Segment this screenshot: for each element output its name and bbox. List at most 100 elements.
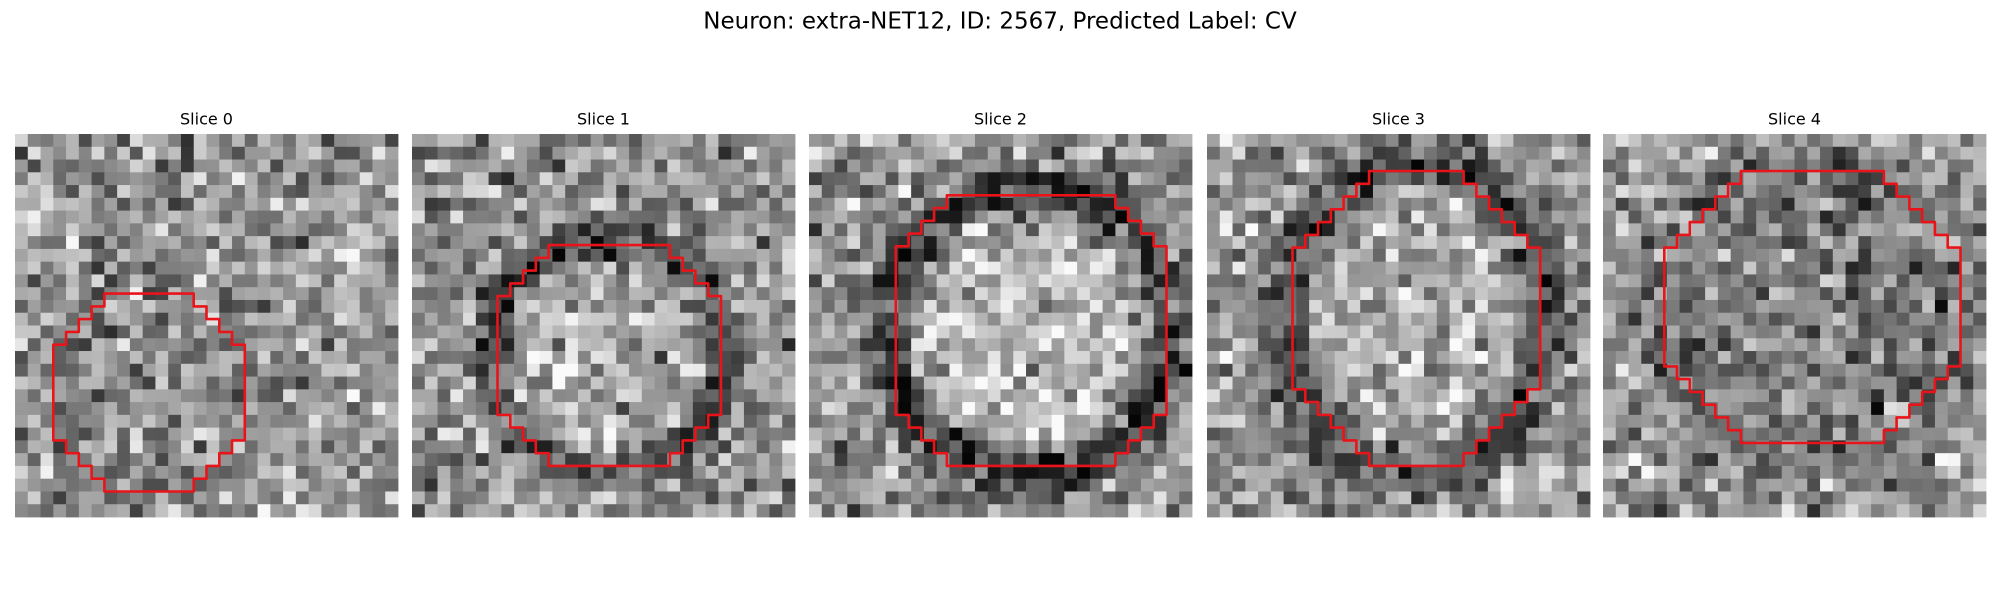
image-pixel xyxy=(129,389,144,403)
image-pixel xyxy=(962,453,976,467)
image-pixel xyxy=(1871,210,1885,224)
image-pixel xyxy=(692,351,707,365)
image-pixel xyxy=(1089,299,1104,314)
image-pixel xyxy=(129,197,144,211)
image-pixel xyxy=(1038,389,1052,403)
image-pixel xyxy=(180,185,195,199)
image-pixel xyxy=(1347,299,1361,314)
image-pixel xyxy=(1258,440,1272,454)
image-pixel xyxy=(769,197,783,211)
image-pixel xyxy=(1807,491,1821,505)
image-pixel xyxy=(1832,172,1846,186)
image-pixel xyxy=(270,274,284,288)
image-pixel xyxy=(1794,453,1808,467)
image-pixel xyxy=(1077,402,1091,416)
image-pixel xyxy=(1871,389,1885,403)
image-pixel xyxy=(104,312,118,326)
image-pixel xyxy=(654,261,668,275)
image-pixel xyxy=(117,236,131,250)
image-pixel xyxy=(1500,159,1514,173)
image-pixel xyxy=(1922,248,1936,263)
image-pixel xyxy=(1013,248,1027,263)
image-pixel xyxy=(1385,159,1399,173)
image-pixel xyxy=(1089,465,1104,480)
image-pixel xyxy=(1398,414,1412,429)
image-pixel xyxy=(936,440,950,454)
image-pixel xyxy=(1064,402,1078,416)
image-pixel xyxy=(680,146,694,160)
image-pixel xyxy=(1038,478,1052,492)
image-pixel xyxy=(834,185,848,199)
image-pixel xyxy=(1283,453,1297,467)
image-pixel xyxy=(1743,274,1757,288)
image-pixel xyxy=(1513,134,1527,148)
image-pixel xyxy=(1232,134,1246,148)
image-pixel xyxy=(1705,491,1719,505)
image-pixel xyxy=(155,427,169,441)
image-pixel xyxy=(155,351,169,365)
image-pixel xyxy=(1513,197,1527,211)
image-pixel xyxy=(987,146,1001,160)
image-pixel xyxy=(308,491,322,505)
image-pixel xyxy=(15,185,29,199)
image-pixel xyxy=(1871,172,1885,186)
image-pixel xyxy=(1424,504,1438,518)
image-pixel xyxy=(1128,312,1142,326)
image-pixel xyxy=(53,478,67,492)
image-pixel xyxy=(1538,223,1553,237)
image-pixel xyxy=(66,223,80,237)
image-pixel xyxy=(1115,478,1129,492)
image-pixel xyxy=(1500,325,1514,339)
image-pixel xyxy=(155,261,169,275)
contour xyxy=(1291,169,1542,468)
image-pixel xyxy=(1730,248,1744,263)
image-pixel xyxy=(590,261,604,275)
image-pixel xyxy=(1347,325,1361,339)
image-pixel xyxy=(206,185,220,199)
image-pixel xyxy=(501,478,515,492)
image-pixel xyxy=(667,274,681,288)
image-pixel xyxy=(1398,287,1412,301)
image-pixel xyxy=(1832,236,1846,250)
image-pixel xyxy=(1153,491,1167,505)
image-pixel xyxy=(1140,312,1155,326)
image-pixel xyxy=(1909,261,1923,275)
image-pixel xyxy=(1743,414,1757,429)
image-pixel xyxy=(847,312,861,326)
image-pixel xyxy=(577,287,592,301)
image-pixel xyxy=(463,146,477,160)
image-pixel xyxy=(1730,389,1744,403)
image-pixel xyxy=(1909,134,1923,148)
image-pixel xyxy=(1883,287,1898,301)
image-pixel xyxy=(1730,363,1744,377)
image-pixel xyxy=(1577,402,1591,416)
image-pixel xyxy=(1347,223,1361,237)
image-pixel xyxy=(206,504,220,518)
image-pixel xyxy=(1615,376,1629,390)
image-pixel xyxy=(27,197,41,211)
image-pixel xyxy=(1960,236,1974,250)
image-pixel xyxy=(1922,478,1936,492)
image-pixel xyxy=(1487,299,1502,314)
image-pixel xyxy=(936,172,950,186)
image-pixel xyxy=(705,427,719,441)
image-pixel xyxy=(346,274,361,288)
image-pixel xyxy=(1871,248,1885,263)
image-pixel xyxy=(1207,248,1221,263)
image-pixel xyxy=(1883,185,1898,199)
image-pixel xyxy=(334,427,348,441)
image-pixel xyxy=(1245,134,1259,148)
image-pixel xyxy=(1934,236,1949,250)
image-pixel xyxy=(1140,197,1155,211)
image-pixel xyxy=(923,338,938,352)
image-pixel xyxy=(219,465,233,480)
image-pixel xyxy=(1564,146,1578,160)
image-pixel xyxy=(1679,440,1693,454)
image-pixel xyxy=(27,351,41,365)
image-pixel xyxy=(193,159,207,173)
image-pixel xyxy=(27,185,41,199)
image-pixel xyxy=(219,185,233,199)
image-pixel xyxy=(463,325,477,339)
image-pixel xyxy=(1449,338,1463,352)
image-pixel xyxy=(232,159,246,173)
